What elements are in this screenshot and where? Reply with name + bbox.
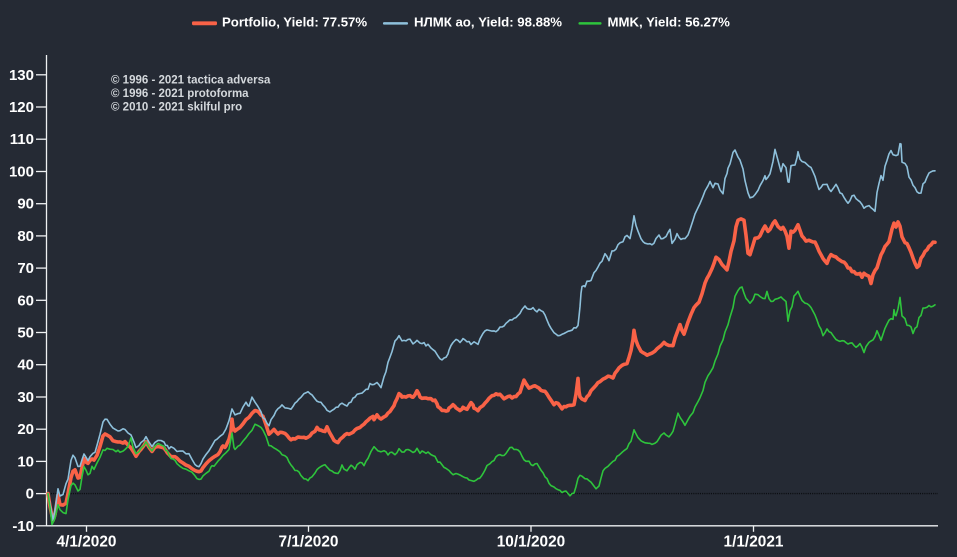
svg-text:130: 130 bbox=[9, 67, 34, 84]
svg-text:10/1/2020: 10/1/2020 bbox=[497, 534, 565, 551]
svg-text:4/1/2020: 4/1/2020 bbox=[57, 534, 117, 551]
svg-text:110: 110 bbox=[10, 131, 34, 148]
svg-text:30: 30 bbox=[17, 389, 34, 406]
svg-text:7/1/2020: 7/1/2020 bbox=[279, 534, 339, 551]
svg-text:90: 90 bbox=[17, 196, 34, 213]
svg-text:100: 100 bbox=[9, 164, 34, 181]
svg-text:MMK, Yield: 56.27%: MMK, Yield: 56.27% bbox=[608, 14, 731, 29]
svg-text:НЛМК ао, Yield: 98.88%: НЛМК ао, Yield: 98.88% bbox=[414, 14, 562, 29]
svg-text:50: 50 bbox=[17, 325, 34, 342]
svg-text:© 1996 - 2021 protoforma: © 1996 - 2021 protoforma bbox=[111, 88, 249, 100]
svg-text:80: 80 bbox=[17, 228, 34, 245]
svg-text:120: 120 bbox=[9, 99, 34, 116]
svg-text:© 2010 - 2021 skilful pro: © 2010 - 2021 skilful pro bbox=[111, 102, 242, 114]
svg-text:70: 70 bbox=[17, 260, 34, 277]
svg-text:0: 0 bbox=[26, 486, 34, 503]
svg-text:20: 20 bbox=[17, 421, 34, 438]
svg-text:-10: -10 bbox=[12, 518, 34, 535]
svg-text:Portfolio, Yield: 77.57%: Portfolio, Yield: 77.57% bbox=[222, 14, 367, 29]
svg-text:10: 10 bbox=[17, 453, 34, 470]
svg-text:1/1/2021: 1/1/2021 bbox=[724, 534, 784, 551]
svg-text:40: 40 bbox=[17, 357, 34, 374]
svg-text:60: 60 bbox=[17, 292, 34, 309]
svg-text:© 1996 - 2021 tactica adversa: © 1996 - 2021 tactica adversa bbox=[111, 75, 271, 87]
